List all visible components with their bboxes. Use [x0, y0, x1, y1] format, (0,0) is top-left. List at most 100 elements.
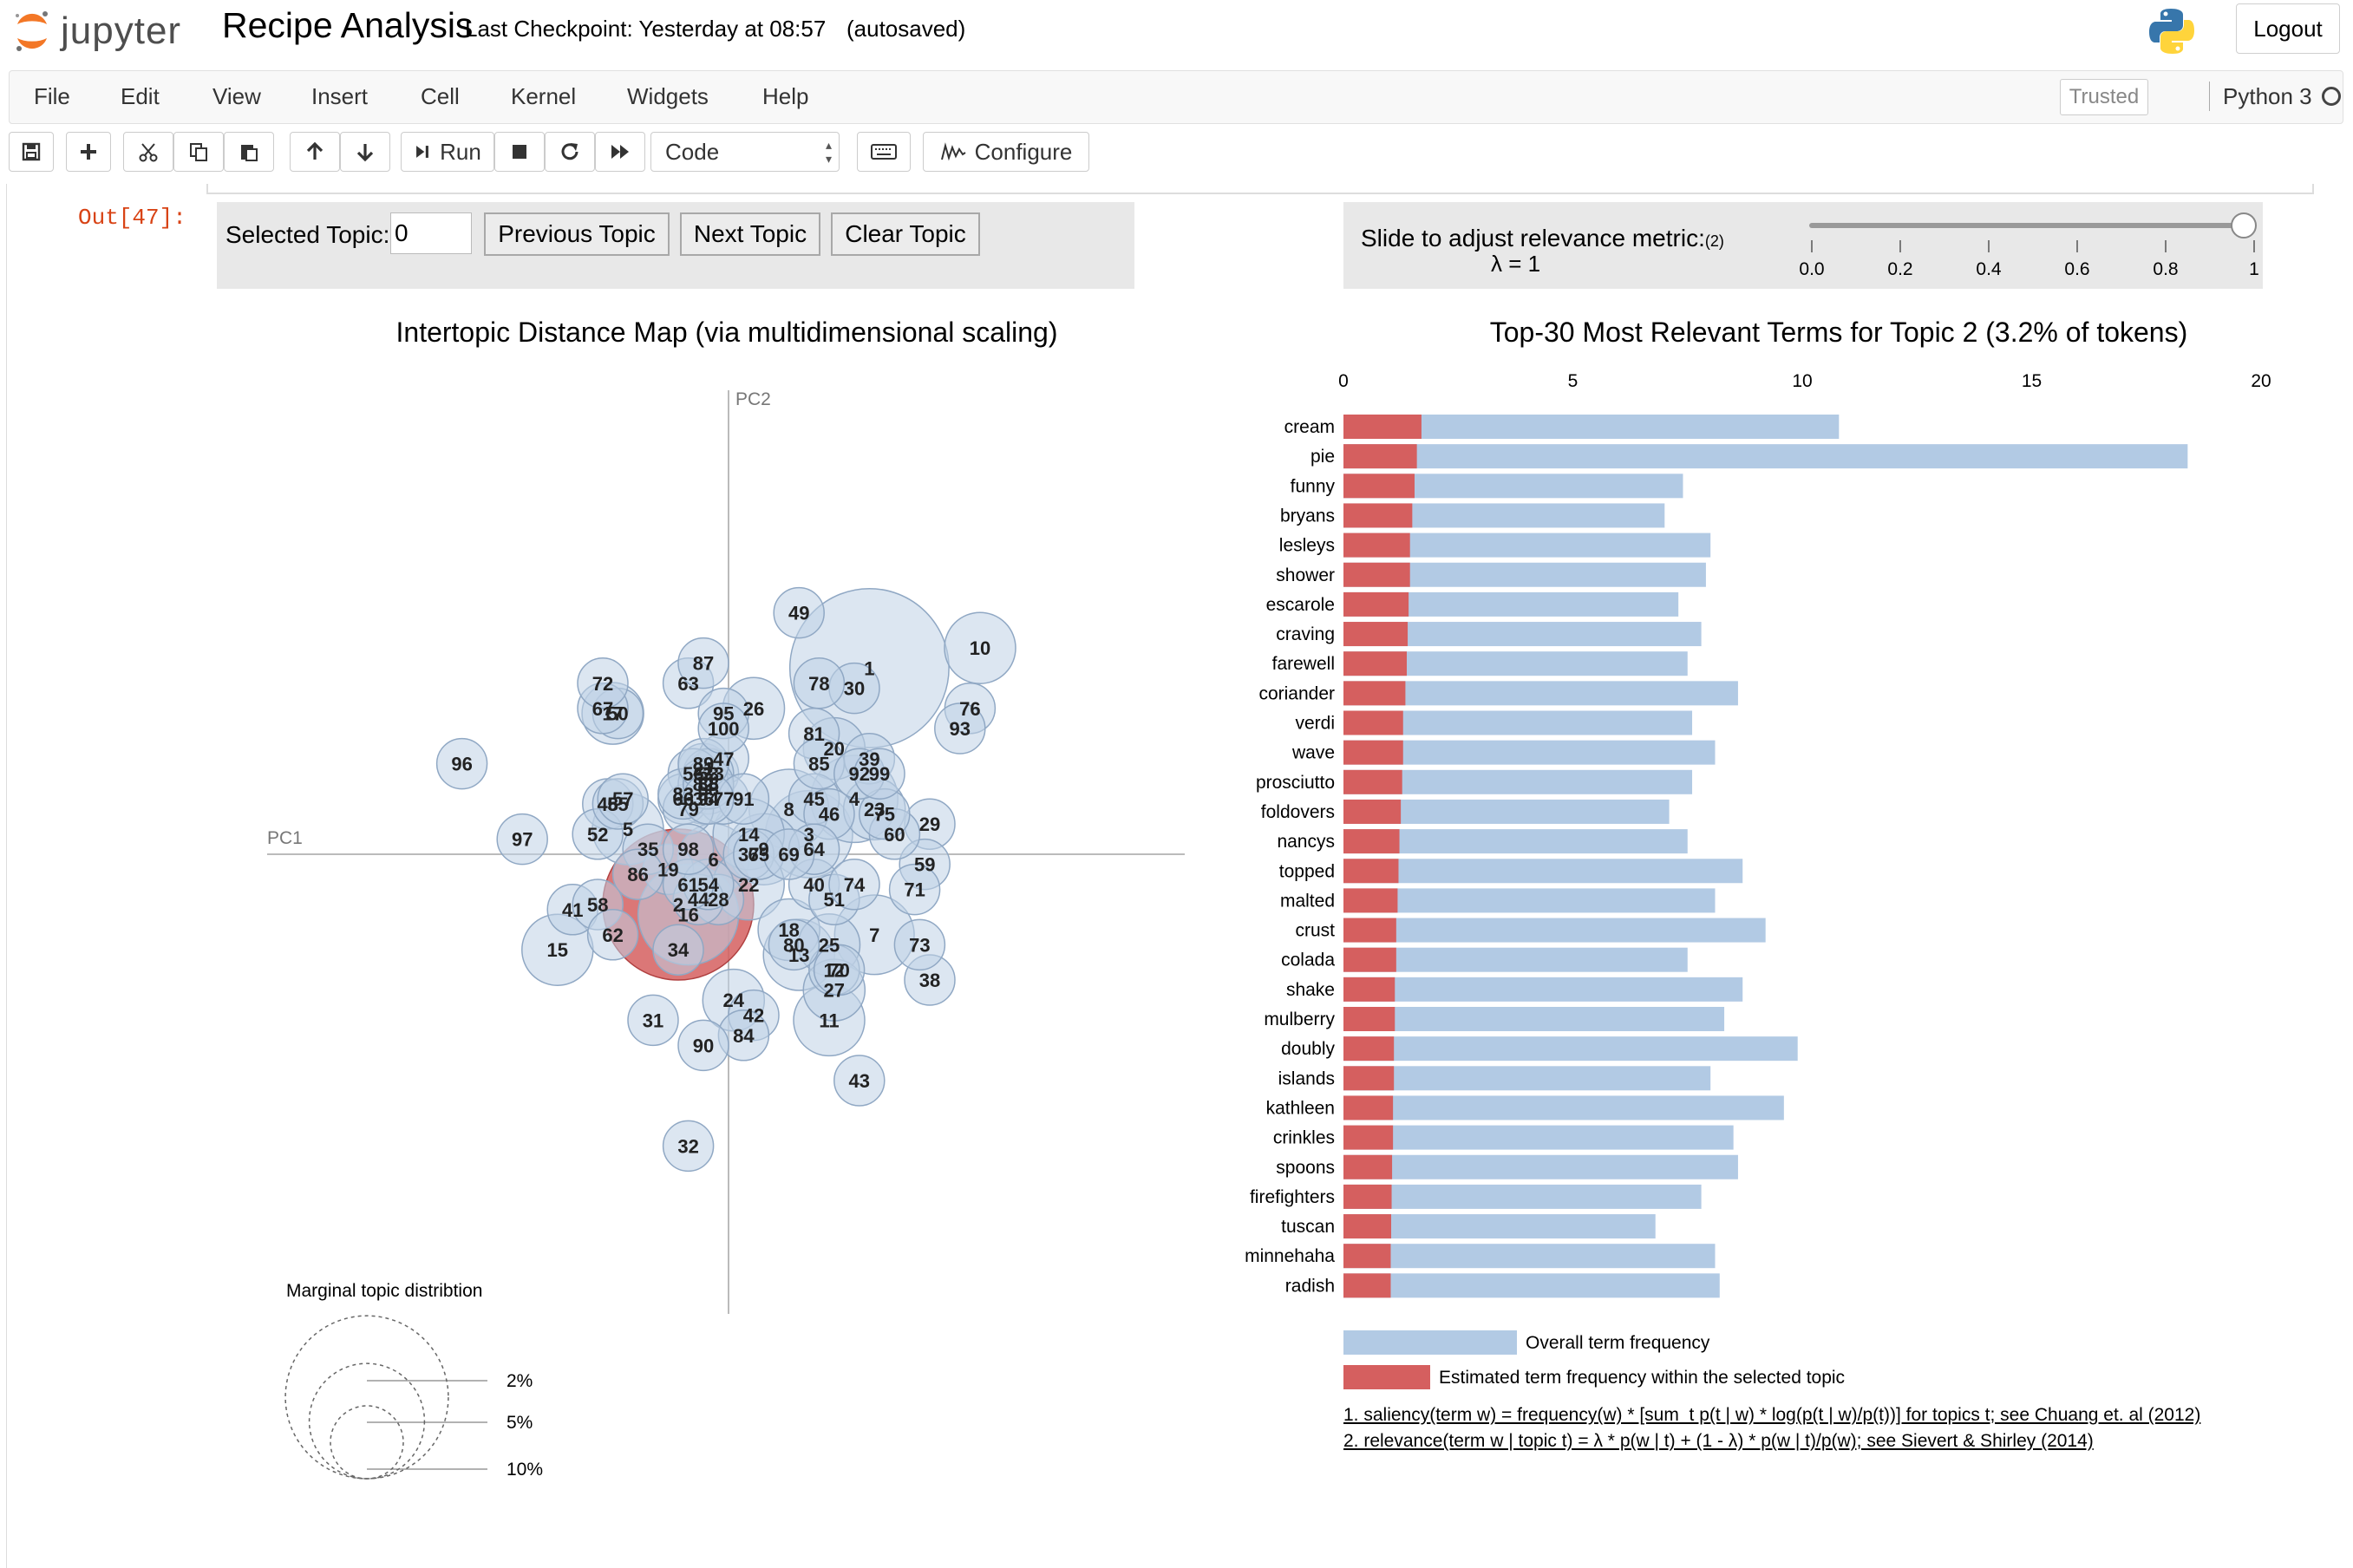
topic-label: 16	[677, 905, 698, 926]
slider-tick-label: 1	[2249, 259, 2259, 279]
kernel-name[interactable]: Python 3	[2223, 83, 2312, 109]
menu-cell[interactable]: Cell	[421, 83, 460, 109]
topic-frequency-bar	[1343, 622, 1409, 647]
topic-label: 45	[803, 788, 824, 810]
term-label: craving	[1276, 624, 1335, 644]
topic-label: 78	[808, 673, 829, 695]
run-button[interactable]: Run	[401, 132, 494, 172]
topic-label: 1	[864, 657, 874, 679]
save-button[interactable]	[9, 132, 54, 172]
topic-label: 72	[592, 673, 613, 695]
command-palette-button[interactable]	[857, 132, 911, 172]
cell-type-select[interactable]: Code ▴ ▾	[650, 132, 840, 172]
topic-label: 95	[713, 703, 734, 725]
restart-run-all-button[interactable]	[595, 132, 645, 172]
menu-widgets[interactable]: Widgets	[627, 83, 709, 109]
topic-control-panel: Selected Topic: 0 Previous Topic Next To…	[217, 202, 1134, 289]
menu-file[interactable]: File	[34, 83, 70, 109]
selected-topic-input[interactable]: 0	[390, 212, 472, 254]
topic-frequency-bar	[1343, 1184, 1392, 1209]
topic-label: 67	[592, 698, 613, 720]
interrupt-button[interactable]	[494, 132, 545, 172]
insert-cell-button[interactable]	[66, 132, 111, 172]
topic-label: 87	[693, 653, 714, 675]
footnote-saliency[interactable]: 1. saliency(term w) = frequency(w) * [su…	[1343, 1405, 2201, 1425]
topic-label: 64	[803, 839, 825, 860]
topic-circle	[627, 994, 679, 1047]
clear-topic-button[interactable]: Clear Topic	[831, 212, 980, 256]
x-tick-label: 20	[2251, 371, 2271, 391]
legend-overall-swatch	[1343, 1330, 1517, 1355]
topic-label: 94	[698, 788, 720, 810]
cut-button[interactable]	[123, 132, 173, 172]
menu-view[interactable]: View	[212, 83, 261, 109]
overall-frequency-bar	[1343, 1214, 1656, 1239]
topic-label: 20	[824, 738, 845, 760]
topic-circle	[586, 909, 639, 961]
topic-label: 25	[819, 934, 840, 956]
topic-circle	[944, 611, 1016, 684]
paste-button[interactable]	[224, 132, 274, 172]
pc2-label: PC2	[735, 389, 771, 409]
marginal-title: Marginal topic distribtion	[286, 1281, 482, 1301]
term-label: farewell	[1272, 654, 1335, 674]
footnote-relevance[interactable]: 2. relevance(term w | topic t) = λ * p(w…	[1343, 1431, 2094, 1451]
notebook-title[interactable]: Recipe Analysis	[222, 5, 474, 45]
menu-kernel[interactable]: Kernel	[511, 83, 577, 109]
overall-frequency-bar	[1343, 1244, 1716, 1269]
topic-circle	[828, 859, 880, 911]
slider-handle[interactable]	[2231, 212, 2257, 238]
relevance-label-text: Slide to adjust relevance metric:	[1361, 225, 1705, 252]
topic-circle	[934, 702, 986, 755]
topic-frequency-bar	[1343, 532, 1410, 558]
topic-label: 2	[673, 894, 683, 916]
term-label: cream	[1284, 417, 1335, 437]
slider-tick-label: 0.6	[2064, 259, 2089, 279]
topic-circle	[577, 657, 629, 709]
restart-button[interactable]	[545, 132, 595, 172]
topic-frequency-bar	[1343, 947, 1396, 972]
move-up-button[interactable]	[290, 132, 340, 172]
slider-tick-label: 0.2	[1887, 259, 1912, 279]
term-label: tuscan	[1281, 1217, 1335, 1237]
logout-button[interactable]: Logout	[2236, 3, 2340, 54]
run-button-label: Run	[440, 138, 481, 165]
topic-label: 6	[708, 849, 718, 871]
topic-label: 46	[819, 804, 840, 826]
topic-label: 83	[673, 783, 694, 805]
legend-overall-label: Overall term frequency	[1526, 1333, 1710, 1353]
topic-label: 12	[824, 959, 845, 981]
next-topic-button[interactable]: Next Topic	[680, 212, 820, 256]
menu-insert[interactable]: Insert	[311, 83, 369, 109]
trusted-indicator[interactable]: Trusted	[2060, 79, 2148, 115]
intertopic-distance-map: PC1PC21234567891011121314151617181920212…	[267, 389, 1185, 1314]
topic-frequency-bar	[1343, 591, 1409, 617]
copy-button[interactable]	[173, 132, 224, 172]
kernel-idle-icon	[2322, 87, 2341, 106]
x-tick-label: 0	[1338, 371, 1349, 391]
menu-edit[interactable]: Edit	[121, 83, 160, 109]
configure-button[interactable]: Configure	[923, 132, 1089, 172]
topic-label: 84	[733, 1025, 755, 1047]
menu-help[interactable]: Help	[762, 83, 809, 109]
overall-frequency-bar	[1343, 859, 1743, 884]
term-label: foldovers	[1261, 802, 1335, 822]
topic-label: 17	[602, 703, 623, 725]
term-label: radish	[1285, 1276, 1335, 1296]
topic-circle	[652, 924, 704, 976]
jupyter-logo[interactable]: jupyter	[12, 5, 181, 57]
topic-label: 31	[643, 1009, 663, 1031]
topic-label: 5	[623, 819, 633, 840]
previous-topic-button[interactable]: Previous Topic	[484, 212, 670, 256]
term-label: verdi	[1295, 714, 1335, 734]
lambda-slider[interactable]: 0.0 0.2 0.4 0.6 0.8 1	[1794, 202, 2263, 289]
topic-label: 97	[512, 829, 533, 851]
topic-label: 37	[738, 844, 759, 866]
topic-label: 14	[738, 824, 760, 846]
term-label: doubly	[1281, 1039, 1335, 1059]
toolbar: Run Code ▴ ▾ Configure	[0, 128, 2353, 179]
overall-frequency-bar	[1343, 829, 1688, 854]
marginal-label: 2%	[507, 1371, 533, 1391]
jupyter-logo-icon	[16, 11, 48, 51]
move-down-button[interactable]	[340, 132, 390, 172]
